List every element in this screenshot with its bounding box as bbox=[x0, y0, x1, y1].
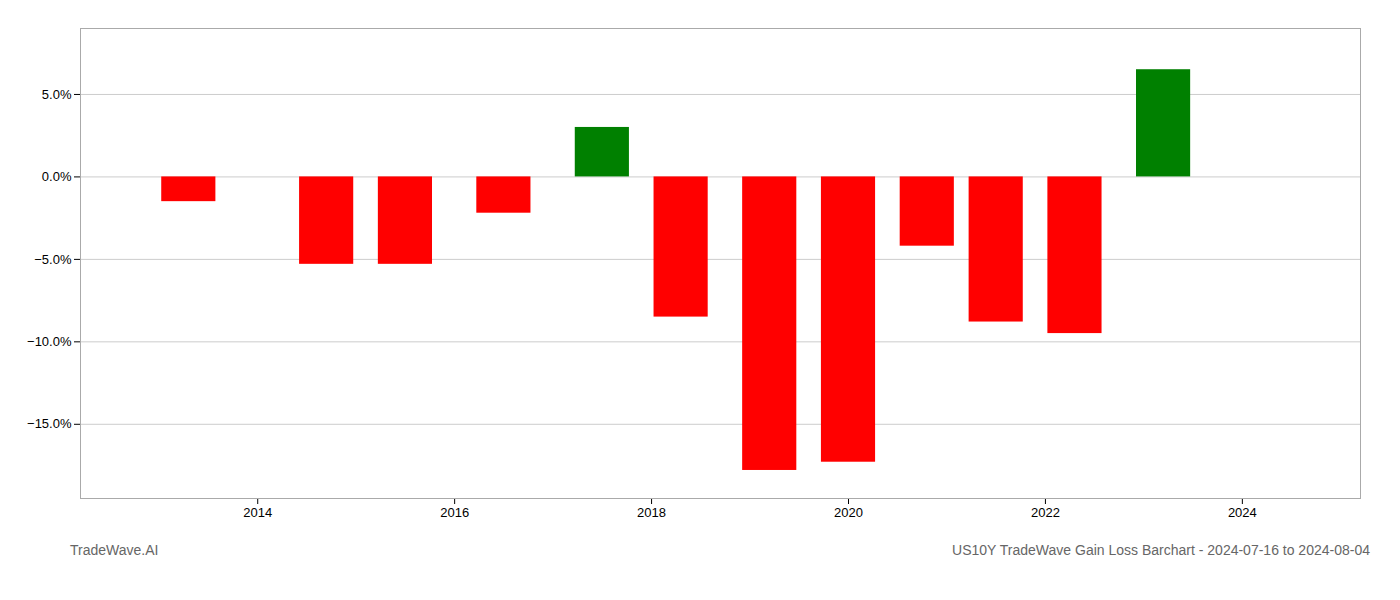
svg-text:5.0%: 5.0% bbox=[42, 87, 72, 102]
svg-text:0.0%: 0.0% bbox=[42, 169, 72, 184]
svg-text:2018: 2018 bbox=[637, 505, 666, 520]
svg-text:−10.0%: −10.0% bbox=[27, 334, 72, 349]
svg-text:2016: 2016 bbox=[440, 505, 469, 520]
svg-text:−5.0%: −5.0% bbox=[34, 252, 72, 267]
html-text:US10Y TradeWave Gain Loss Barc: US10Y TradeWave Gain Loss Barchart - 202… bbox=[952, 542, 1370, 558]
svg-text:2020: 2020 bbox=[834, 505, 863, 520]
svg-text:2014: 2014 bbox=[243, 505, 272, 520]
svg-text:2024: 2024 bbox=[1228, 505, 1257, 520]
svg-text:2022: 2022 bbox=[1031, 505, 1060, 520]
html-text:TradeWave.AI: TradeWave.AI bbox=[70, 542, 159, 558]
svg-text:−15.0%: −15.0% bbox=[27, 416, 72, 431]
